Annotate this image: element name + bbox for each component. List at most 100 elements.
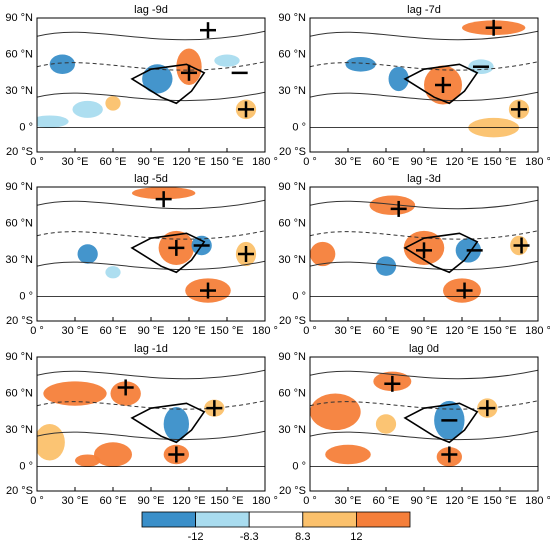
anomaly-region: [369, 195, 416, 216]
contour: [37, 260, 265, 271]
lat-label: 0 °: [19, 122, 33, 134]
anomaly-region: [388, 66, 409, 92]
lon-label: 30 °E: [334, 495, 361, 507]
lat-label: 90 °N: [5, 12, 33, 24]
map-frame: [309, 186, 539, 322]
map-frame: [36, 186, 266, 322]
lat-label: 30 °N: [278, 424, 306, 436]
contour: [37, 61, 265, 71]
lon-label: 0 °: [30, 325, 44, 337]
lon-label: 30 °E: [334, 325, 361, 337]
colorbar-label: -8.3: [240, 531, 259, 541]
anomaly-region: [43, 381, 107, 406]
lat-label: 20 °S: [279, 315, 306, 327]
lon-label: 180 °: [525, 156, 550, 168]
map-panel: 90 °N60 °N30 °N0 °20 °S0 ° 30 °E 60 °E 90 °…: [5, 173, 278, 337]
lat-label: 60 °N: [5, 48, 33, 60]
lat-label: 60 °N: [5, 387, 33, 399]
lon-label: 30 °E: [334, 156, 361, 168]
anomaly-region: [345, 56, 376, 72]
anomaly-region: [375, 414, 397, 434]
lat-label: 30 °N: [278, 254, 306, 266]
contour: [310, 30, 538, 41]
lat-label: 60 °N: [278, 387, 306, 399]
map-frame: [36, 356, 266, 492]
lon-label: 90 °E: [137, 495, 164, 507]
lon-label: 120 °E: [445, 325, 478, 337]
lon-label: 30 °E: [61, 325, 88, 337]
anomaly-region: [49, 54, 75, 75]
map-frame: [309, 17, 539, 153]
lat-label: 20 °S: [6, 146, 33, 158]
map-content: [37, 187, 265, 303]
anomaly-region: [163, 406, 189, 442]
map-panel: 90 °N60 °N30 °N0 °20 °S0 ° 30 °E 60 °E 90 °…: [5, 343, 278, 507]
contour: [310, 61, 538, 71]
colorbar-label: 12: [350, 531, 362, 541]
lon-label: 60 °E: [99, 325, 126, 337]
lon-label: 180 °: [252, 156, 278, 168]
lat-label: 0 °: [19, 461, 33, 473]
colorbar-swatch: [302, 511, 357, 528]
lat-label: 90 °N: [278, 12, 306, 24]
lat-label: 20 °S: [6, 315, 33, 327]
map-panel: 90 °N60 °N30 °N0 °20 °S0 ° 30 °E 60 °E 90 °…: [278, 173, 550, 337]
lat-label: 60 °N: [278, 217, 306, 229]
contour: [310, 230, 538, 240]
anomaly-region: [105, 95, 121, 111]
lat-label: 20 °S: [279, 485, 306, 497]
lon-label: 150 °E: [210, 495, 243, 507]
lon-label: 90 °E: [137, 156, 164, 168]
panel-title: lag -5d: [134, 173, 168, 185]
lat-label: 20 °S: [279, 146, 306, 158]
lon-label: 60 °E: [372, 495, 399, 507]
contour: [310, 260, 538, 271]
colorbar-label: 8.3: [295, 531, 310, 541]
lon-label: 120 °E: [445, 495, 478, 507]
lat-label: 30 °N: [278, 85, 306, 97]
lon-label: 0 °: [30, 495, 44, 507]
anomaly-region: [214, 54, 240, 67]
lat-label: 60 °N: [278, 48, 306, 60]
lat-label: 90 °N: [5, 181, 33, 193]
map-content: [310, 20, 538, 138]
contour: [37, 230, 265, 240]
lon-label: 60 °E: [372, 325, 399, 337]
colorbar-swatch: [141, 511, 196, 528]
map-content: [310, 369, 538, 468]
lon-label: 150 °E: [210, 325, 243, 337]
panel-title: lag -7d: [407, 4, 441, 16]
contour: [37, 400, 265, 410]
china-outline: [130, 232, 206, 274]
lon-label: 120 °E: [172, 495, 205, 507]
lon-label: 180 °: [252, 495, 278, 507]
map-content: [37, 30, 265, 129]
lon-label: 60 °E: [99, 495, 126, 507]
panel-title: lag 0d: [409, 343, 439, 355]
anomaly-region: [37, 424, 65, 461]
colorbar-swatch: [355, 511, 411, 528]
lon-label: 180 °: [525, 495, 550, 507]
lon-label: 90 °E: [410, 495, 437, 507]
lon-label: 120 °E: [172, 325, 205, 337]
panel-title: lag -3d: [407, 173, 441, 185]
china-outline: [403, 402, 479, 444]
anomaly-region: [72, 100, 103, 118]
contour: [37, 91, 265, 102]
anomaly-region: [142, 64, 173, 94]
lat-label: 90 °N: [278, 351, 306, 363]
anomaly-region: [325, 444, 371, 465]
lat-label: 0 °: [292, 461, 306, 473]
contour: [37, 30, 265, 41]
lon-label: 120 °E: [172, 156, 205, 168]
lon-label: 60 °E: [372, 156, 399, 168]
lon-label: 90 °E: [137, 325, 164, 337]
lat-label: 0 °: [292, 122, 306, 134]
lat-label: 90 °N: [278, 181, 306, 193]
lon-label: 0 °: [30, 156, 44, 168]
lon-label: 90 °E: [410, 325, 437, 337]
lat-label: 60 °N: [5, 217, 33, 229]
lat-label: 20 °S: [6, 485, 33, 497]
colorbar-swatch: [195, 511, 250, 528]
